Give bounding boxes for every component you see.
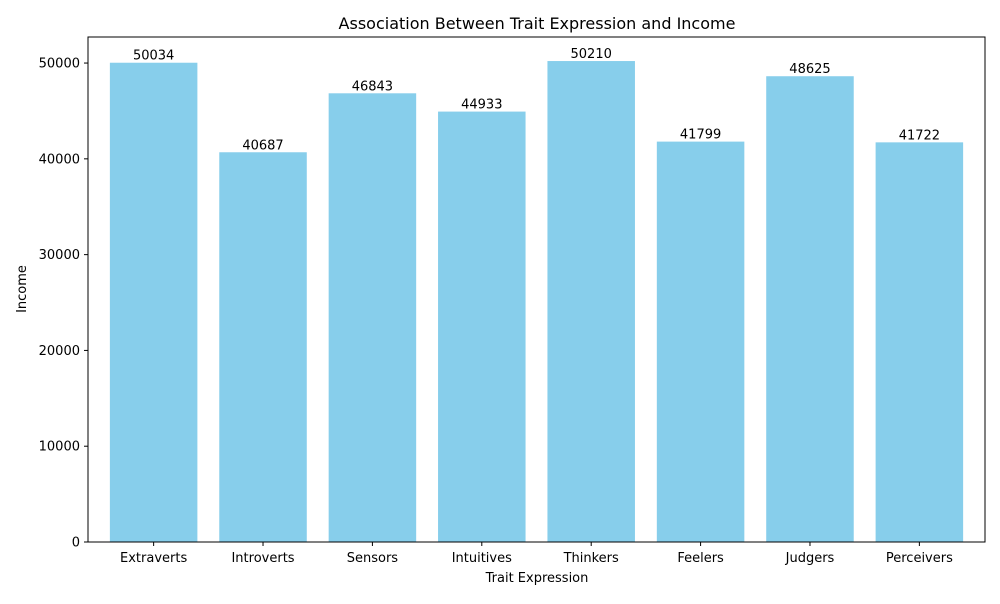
data-label-extraverts: 50034 bbox=[133, 49, 174, 64]
chart-title: Association Between Trait Expression and… bbox=[339, 14, 736, 33]
data-label-sensors: 46843 bbox=[352, 79, 393, 94]
bar-judgers bbox=[766, 76, 854, 542]
bar-perceivers bbox=[875, 142, 964, 542]
y-axis-label: Income bbox=[15, 265, 30, 313]
x-tick-label-intuitives: Intuitives bbox=[452, 551, 512, 566]
bar-sensors bbox=[328, 93, 417, 543]
y-tick-label: 20000 bbox=[39, 344, 80, 359]
data-label-introverts: 40687 bbox=[242, 138, 283, 153]
data-label-thinkers: 50210 bbox=[571, 47, 612, 62]
y-tick-label: 0 bbox=[72, 536, 80, 551]
data-label-perceivers: 41722 bbox=[899, 128, 940, 143]
plot-area: 50034 Extraverts 40687 Introverts 46843 Senso… bbox=[39, 36, 986, 566]
x-tick-label-introverts: Introverts bbox=[231, 551, 294, 566]
x-tick-label-perceivers: Perceivers bbox=[886, 551, 953, 566]
bar-introverts bbox=[219, 152, 307, 542]
x-tick-label-sensors: Sensors bbox=[347, 551, 399, 566]
plot-frame bbox=[87, 36, 986, 543]
bar-feelers bbox=[656, 141, 745, 543]
data-label-intuitives: 44933 bbox=[461, 98, 502, 113]
bar-thinkers bbox=[547, 61, 635, 542]
data-label-feelers: 41799 bbox=[680, 128, 721, 143]
x-tick-label-extraverts: Extraverts bbox=[120, 551, 187, 566]
y-tick-label: 30000 bbox=[39, 248, 80, 263]
data-label-judgers: 48625 bbox=[789, 62, 830, 77]
y-tick-label: 10000 bbox=[39, 440, 80, 455]
x-tick-label-judgers: Judgers bbox=[785, 551, 835, 566]
y-tick-label: 40000 bbox=[39, 152, 80, 167]
y-tick-label: 50000 bbox=[39, 57, 80, 72]
x-tick-label-feelers: Feelers bbox=[677, 551, 724, 566]
x-axis-label: Trait Expression bbox=[485, 571, 589, 586]
bar-intuitives bbox=[438, 111, 526, 542]
bar-extraverts bbox=[109, 62, 198, 542]
x-tick-label-thinkers: Thinkers bbox=[563, 551, 619, 566]
